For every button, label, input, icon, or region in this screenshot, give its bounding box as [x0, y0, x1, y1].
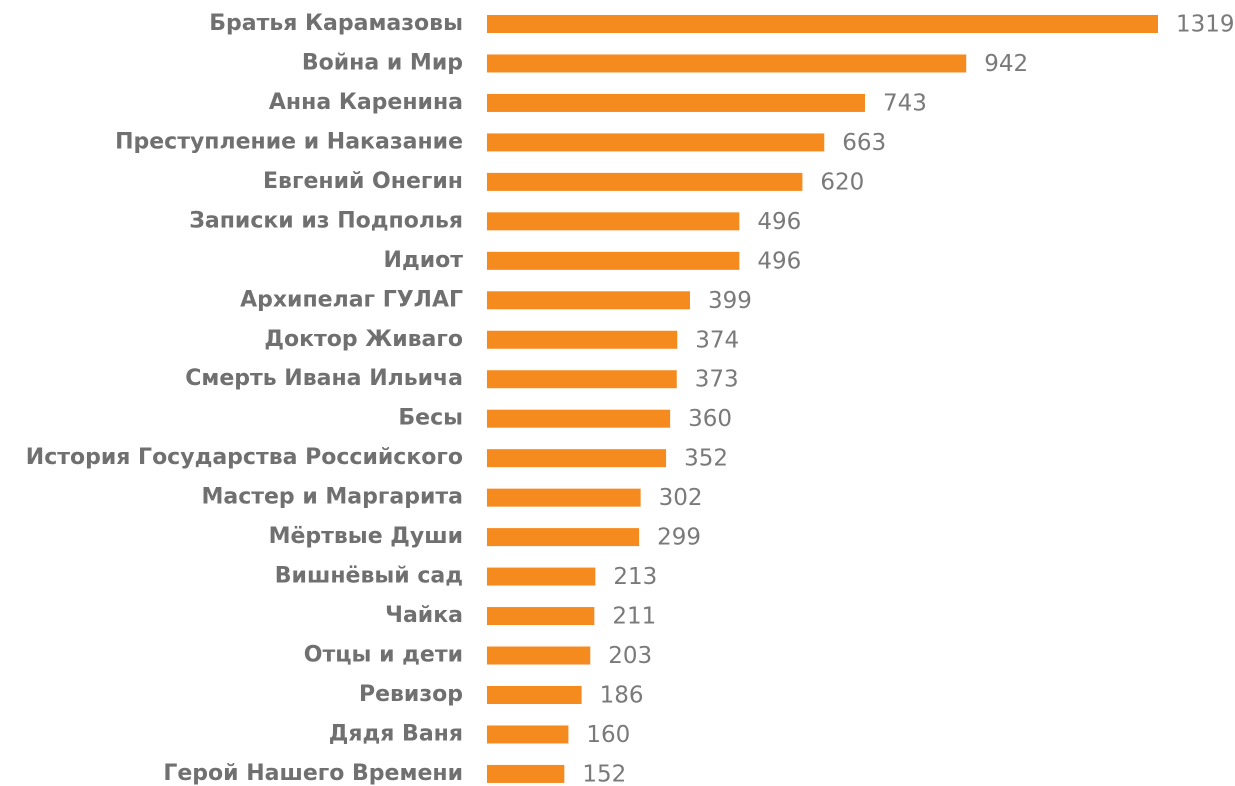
category-label: Вишнёвый сад: [275, 564, 463, 589]
category-label: Архипелаг ГУЛАГ: [240, 287, 463, 312]
value-label: 1319: [1176, 12, 1235, 38]
value-label: 942: [984, 51, 1028, 77]
value-label: 213: [613, 564, 657, 590]
bar: [487, 685, 582, 704]
value-label: 373: [695, 367, 739, 393]
category-label: Отцы и дети: [304, 643, 463, 668]
bar: [487, 15, 1158, 33]
category-label: Война и Мир: [302, 50, 463, 75]
category-label: Ревизор: [359, 682, 463, 707]
value-label: 160: [586, 722, 630, 748]
bar: [487, 528, 640, 547]
value-label: 620: [820, 169, 864, 195]
value-label: 360: [688, 406, 732, 432]
bar: [487, 449, 667, 468]
category-label: Анна Каренина: [269, 90, 463, 115]
category-label: Бесы: [398, 406, 463, 431]
category-label: Смерть Ивана Ильича: [185, 366, 463, 391]
bar: [487, 409, 671, 428]
value-label: 302: [659, 485, 703, 511]
value-label: 496: [757, 248, 801, 274]
bar: [487, 488, 641, 507]
category-label: Записки из Подполья: [189, 208, 463, 233]
category-label: Идиот: [384, 248, 464, 273]
bar: [487, 607, 595, 626]
category-label: Дядя Ваня: [329, 721, 463, 746]
category-label: Чайка: [385, 603, 463, 628]
value-label: 663: [842, 130, 886, 156]
value-label: 152: [582, 761, 626, 786]
value-label: 374: [695, 327, 739, 353]
category-label: Братья Карамазовы: [209, 11, 463, 36]
value-label: 211: [612, 604, 656, 630]
bar: [487, 212, 740, 231]
category-label: Доктор Живаго: [264, 327, 463, 352]
category-label: Герой Нашего Времени: [163, 761, 463, 786]
bar: [487, 172, 803, 191]
category-label: История Государства Российского: [26, 445, 463, 470]
value-label: 399: [708, 288, 752, 314]
bar: [487, 93, 865, 112]
bar: [487, 54, 967, 73]
value-label: 352: [684, 446, 728, 472]
bar: [487, 330, 678, 349]
category-label: Евгений Онегин: [263, 169, 463, 194]
value-label: 299: [657, 525, 701, 551]
value-label: 203: [608, 643, 652, 669]
value-label: 496: [757, 209, 801, 235]
bar: [487, 725, 569, 744]
category-label: Преступление и Наказание: [115, 129, 463, 154]
value-label: 743: [883, 90, 927, 116]
bar: [487, 133, 825, 152]
bar: [487, 370, 677, 389]
value-label: 186: [600, 682, 644, 708]
bar: [487, 567, 596, 586]
bar: [487, 646, 591, 665]
bar: [487, 291, 690, 310]
category-label: Мёртвые Души: [269, 524, 463, 549]
category-label: Мастер и Маргарита: [201, 485, 463, 510]
bar: [487, 251, 740, 270]
bar: [487, 764, 565, 783]
